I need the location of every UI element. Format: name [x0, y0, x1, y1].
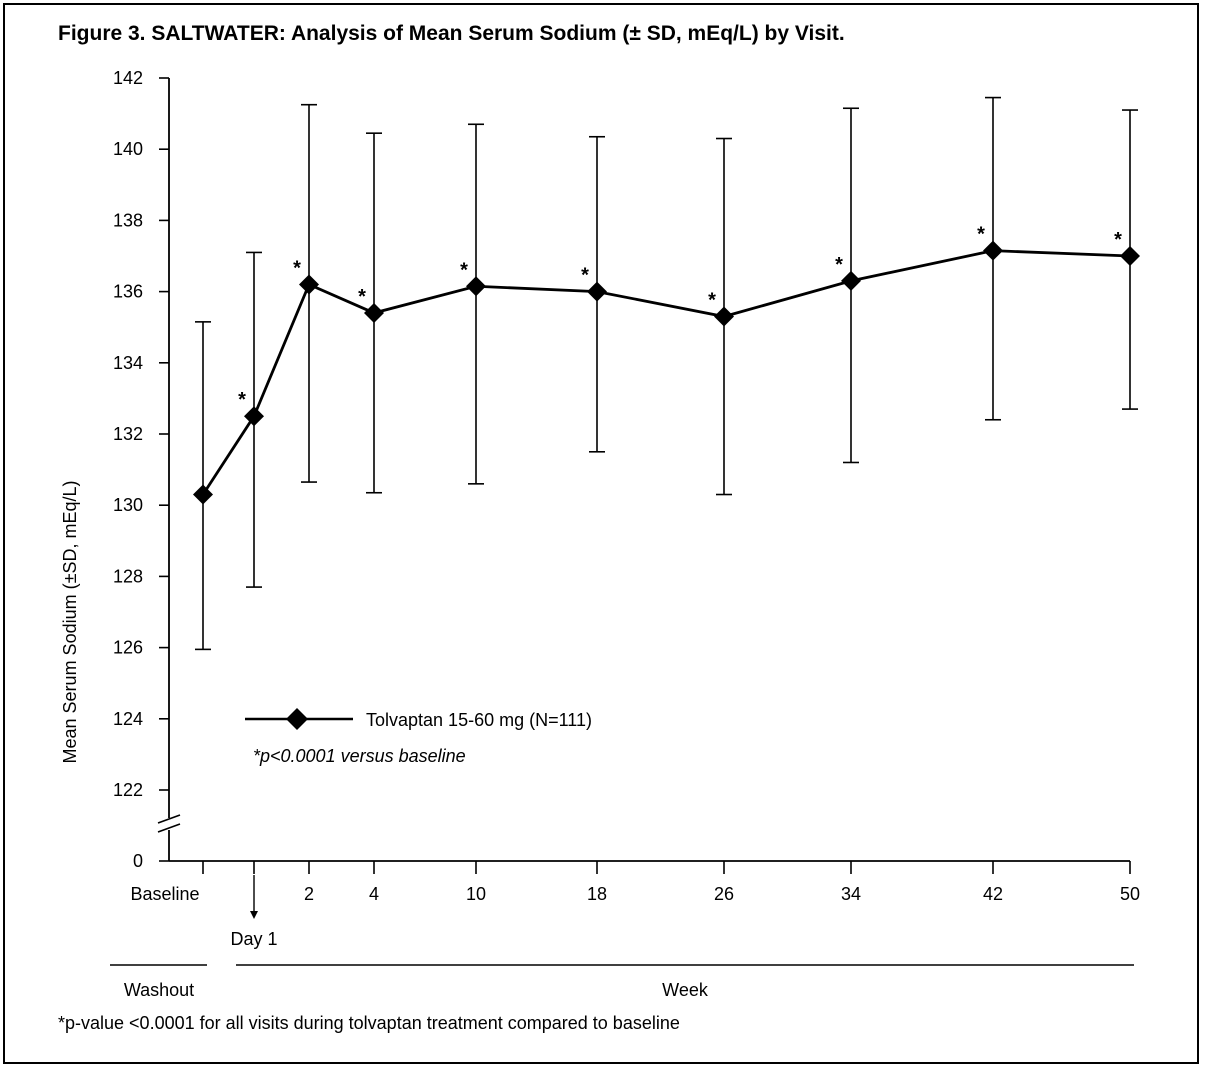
data-point-diamond	[714, 306, 734, 327]
data-point-diamond	[466, 276, 486, 297]
significance-asterisk: *	[835, 254, 843, 276]
chart-title: Figure 3. SALTWATER: Analysis of Mean Se…	[58, 22, 845, 45]
week-label: Week	[662, 980, 709, 1000]
y-tick-label: 136	[113, 282, 143, 302]
x-tick-label: 4	[369, 884, 379, 904]
y-tick-label: 134	[113, 353, 143, 373]
y-tick-label: 132	[113, 424, 143, 444]
y-tick-label: 0	[133, 851, 143, 871]
significance-asterisk: *	[977, 224, 985, 246]
y-tick-label: 126	[113, 638, 143, 658]
x-tick-label: 42	[983, 884, 1003, 904]
significance-asterisk: *	[460, 259, 468, 281]
y-ticks: 122 124 126 128 130 132 134 136 138 140 142 0	[113, 68, 169, 871]
y-tick-label: 128	[113, 566, 143, 586]
axis-break-mark	[157, 823, 181, 833]
x-tick-label: 10	[466, 884, 486, 904]
legend-note: *p<0.0001 versus baseline	[253, 746, 466, 766]
data-point-diamond	[244, 406, 264, 427]
significance-asterisk: *	[1114, 229, 1122, 251]
x-tick-label: 18	[587, 884, 607, 904]
legend-diamond-icon	[286, 708, 308, 730]
data-point-diamond	[299, 274, 319, 295]
y-tick-label: 142	[113, 68, 143, 88]
x-tick-label: 26	[714, 884, 734, 904]
significance-markers: * * * * * * * * *	[238, 224, 1122, 412]
data-point-diamond	[983, 240, 1003, 261]
x-tick-label: Baseline	[130, 884, 199, 904]
x-tick-label: 2	[304, 884, 314, 904]
axis-break-mark	[157, 814, 181, 824]
significance-asterisk: *	[358, 286, 366, 308]
washout-label: Washout	[124, 980, 194, 1000]
data-point-diamond	[364, 302, 384, 323]
day1-label: Day 1	[230, 929, 277, 949]
axes	[157, 78, 1130, 862]
significance-asterisk: *	[581, 265, 589, 287]
y-tick-label: 138	[113, 210, 143, 230]
y-tick-label: 122	[113, 780, 143, 800]
y-axis-label: Mean Serum Sodium (±SD, mEq/L)	[60, 481, 80, 764]
significance-asterisk: *	[708, 290, 716, 312]
data-point-diamond	[1120, 246, 1140, 266]
error-bars	[195, 96, 1138, 651]
legend: Tolvaptan 15-60 mg (N=111) *p<0.0001 ver…	[245, 708, 592, 766]
significance-asterisk: *	[293, 257, 301, 279]
x-tick-label: 50	[1120, 884, 1140, 904]
significance-asterisk: *	[238, 389, 246, 411]
day1-arrow-icon	[250, 911, 258, 919]
legend-series-name: Tolvaptan 15-60 mg (N=111)	[366, 710, 592, 730]
period-brackets: Washout Week	[110, 964, 1134, 1000]
x-tick-label: 34	[841, 884, 861, 904]
y-tick-label: 124	[113, 709, 143, 729]
x-ticks: Baseline 2 4 10 18 26 34 42 50 Day 1	[130, 861, 1140, 949]
figure-frame	[3, 3, 1199, 1064]
y-tick-label: 130	[113, 495, 143, 515]
series-line-group	[201, 249, 1131, 496]
data-markers	[193, 240, 1140, 505]
data-point-diamond	[587, 281, 607, 302]
data-point-diamond	[193, 484, 213, 505]
data-point-diamond	[841, 270, 861, 291]
footnote: *p-value <0.0001 for all visits during t…	[58, 1013, 680, 1033]
y-tick-label: 140	[113, 139, 143, 159]
series-line	[201, 249, 1131, 496]
